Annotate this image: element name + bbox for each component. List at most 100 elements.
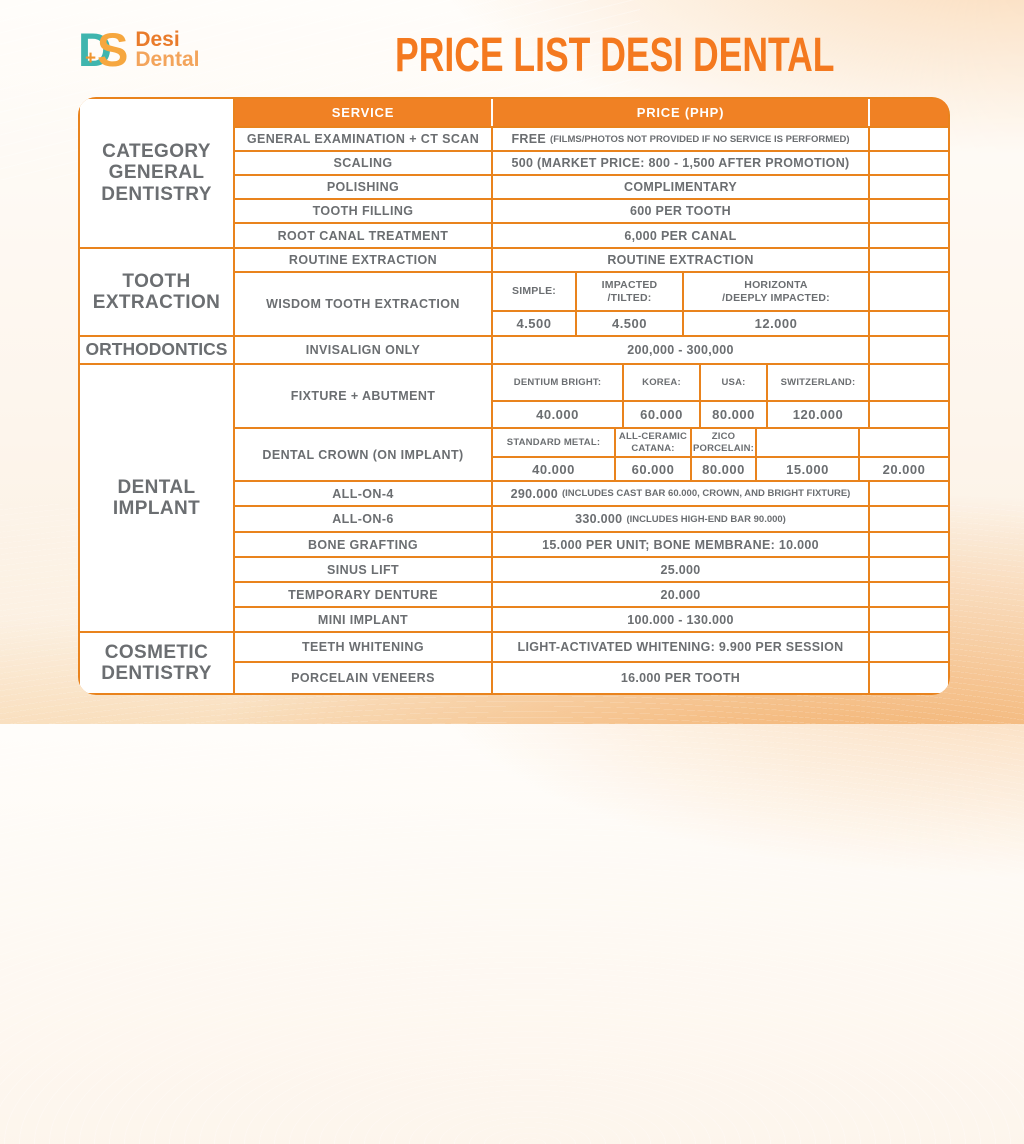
column-header-extra — [870, 99, 948, 126]
price-value: FREE — [511, 132, 547, 146]
price-all-on-4: 290.000 (INCLUDES CAST BAR 60.000, CROWN… — [493, 482, 868, 505]
price-bone-grafting: 15.000 PER UNIT; BONE MEMBRANE: 10.000 — [493, 533, 868, 556]
category-line: CATEGORY — [102, 141, 211, 163]
category-line: COSMETIC — [104, 641, 209, 663]
price-porcelain-veneers: 16.000 PER TOOTH — [493, 663, 868, 693]
service-wisdom-extraction: WISDOM TOOTH EXTRACTION — [235, 273, 491, 335]
crown-subtable: STANDARD METAL: ALL-CERAMIC CATANA: ZICO… — [493, 429, 948, 480]
category-line: EXTRACTION — [92, 292, 221, 313]
spare-cell — [870, 200, 948, 222]
price-mini-implant: 100.000 - 130.000 — [493, 608, 868, 631]
category-line: GENERAL — [108, 162, 205, 184]
spare-cell — [870, 337, 948, 363]
spare-cell — [870, 176, 948, 198]
spare-cell — [870, 482, 948, 505]
brand-logo: DS + Desi Dental — [78, 26, 200, 73]
crown-price-4: 15.000 — [757, 458, 858, 480]
spare-cell — [870, 312, 948, 335]
header-divider — [868, 99, 870, 126]
spare-cell — [870, 224, 948, 247]
wisdom-label-impacted: IMPACTED /TILTED: — [577, 273, 682, 310]
category-line: ORTHODONTICS — [85, 339, 228, 360]
service-general-exam: GENERAL EXAMINATION + CT SCAN — [235, 128, 491, 150]
service-mini-implant: MINI IMPLANT — [235, 608, 491, 631]
brand-name-line2: Dental — [135, 47, 200, 71]
fixture-label-switzerland: SWITZERLAND: — [768, 365, 868, 400]
spare-cell — [870, 152, 948, 174]
category-dental-implant: DENTAL IMPLANT — [80, 365, 233, 631]
price-note: (FILMS/PHOTOS NOT PROVIDED IF NO SERVICE… — [550, 133, 850, 145]
service-all-on-4: ALL-ON-4 — [235, 482, 491, 505]
service-bone-grafting: BONE GRAFTING — [235, 533, 491, 556]
service-polishing: POLISHING — [235, 176, 491, 198]
category-general-dentistry: CATEGORY GENERAL DENTISTRY — [80, 99, 233, 247]
logo-letter-d: D — [78, 23, 112, 76]
fixture-subtable: DENTIUM BRIGHT: KOREA: USA: SWITZERLAND:… — [493, 365, 868, 427]
crown-label-empty — [757, 429, 858, 456]
category-cosmetic-dentistry: COSMETIC DENTISTRY — [80, 633, 233, 693]
crown-price-standard-metal: 40.000 — [493, 458, 614, 480]
price-temporary-denture: 20.000 — [493, 583, 868, 606]
page-title: PRICE LIST DESI DENTAL — [395, 29, 835, 82]
category-line: DENTISTRY — [101, 663, 212, 684]
category-line: DENTAL — [117, 476, 196, 498]
fixture-price-usa: 80.000 — [701, 402, 766, 427]
crown-label-zico: ZICO PORCELAIN: — [692, 429, 755, 456]
spare-cell — [870, 583, 948, 606]
fixture-price-korea: 60.000 — [624, 402, 699, 427]
brand-name-line1: Desi — [135, 27, 180, 51]
category-line: DENTISTRY — [101, 183, 212, 205]
spare-cell — [870, 273, 948, 310]
price-value: 290.000 — [510, 486, 558, 501]
category-line: TOOTH — [122, 270, 191, 292]
crown-price-zico: 80.000 — [692, 458, 755, 480]
spare-cell — [870, 249, 948, 271]
category-orthodontics: ORTHODONTICS — [80, 337, 233, 363]
price-tooth-filling: 600 PER TOOTH — [493, 200, 868, 222]
price-general-exam: FREE (FILMS/PHOTOS NOT PROVIDED IF NO SE… — [493, 128, 868, 150]
logo-monogram-icon: DS + — [78, 23, 128, 76]
service-teeth-whitening: TEETH WHITENING — [235, 633, 491, 661]
service-temporary-denture: TEMPORARY DENTURE — [235, 583, 491, 606]
spare-cell — [870, 507, 948, 531]
service-dental-crown: DENTAL CROWN (ON IMPLANT) — [235, 429, 491, 480]
spare-cell — [870, 365, 948, 400]
price-sinus-lift: 25.000 — [493, 558, 868, 581]
logo-letter-s: S — [96, 23, 128, 76]
service-porcelain-veneers: PORCELAIN VENEERS — [235, 663, 491, 693]
wisdom-subtable: SIMPLE: IMPACTED /TILTED: HORIZONTA /DEE… — [493, 273, 868, 335]
brand-name: Desi Dental — [135, 27, 200, 71]
service-tooth-filling: TOOTH FILLING — [235, 200, 491, 222]
wisdom-price-impacted: 4.500 — [577, 312, 682, 335]
crown-label-all-ceramic: ALL-CERAMIC CATANA: — [616, 429, 690, 456]
wisdom-label-horizontal: HORIZONTA /DEEPLY IMPACTED: — [684, 273, 868, 310]
spare-cell — [870, 558, 948, 581]
spare-cell — [870, 402, 948, 427]
spare-cell — [870, 533, 948, 556]
crown-label-standard-metal: STANDARD METAL: — [493, 429, 614, 456]
price-note: (INCLUDES CAST BAR 60.000, CROWN, AND BR… — [561, 488, 851, 499]
service-routine-extraction: ROUTINE EXTRACTION — [235, 249, 491, 271]
fixture-label-korea: KOREA: — [624, 365, 699, 400]
price-value: 330.000 — [575, 512, 623, 526]
service-invisalign: INVISALIGN ONLY — [235, 337, 491, 363]
plus-icon: + — [85, 48, 97, 69]
price-routine-extraction: ROUTINE EXTRACTION — [493, 249, 868, 271]
price-all-on-6: 330.000 (INCLUDES HIGH-END BAR 90.000) — [493, 507, 868, 531]
service-root-canal: ROOT CANAL TREATMENT — [235, 224, 491, 247]
header-divider — [491, 99, 493, 126]
crown-price-all-ceramic: 60.000 — [616, 458, 690, 480]
fixture-label-usa: USA: — [701, 365, 766, 400]
spare-cell — [870, 128, 948, 150]
crown-label-empty — [860, 429, 948, 456]
column-header-service: SERVICE — [235, 99, 491, 126]
wisdom-price-simple: 4.500 — [493, 312, 575, 335]
service-scaling: SCALING — [235, 152, 491, 174]
column-header-price: PRICE (PHP) — [493, 99, 868, 126]
wisdom-label-simple: SIMPLE: — [493, 273, 575, 310]
price-root-canal: 6,000 PER CANAL — [493, 224, 868, 247]
price-note: (INCLUDES HIGH-END BAR 90.000) — [626, 513, 786, 525]
crown-price-5: 20.000 — [860, 458, 948, 480]
price-teeth-whitening: LIGHT-ACTIVATED WHITENING: 9.900 PER SES… — [493, 633, 868, 661]
category-tooth-extraction: TOOTH EXTRACTION — [80, 249, 233, 335]
